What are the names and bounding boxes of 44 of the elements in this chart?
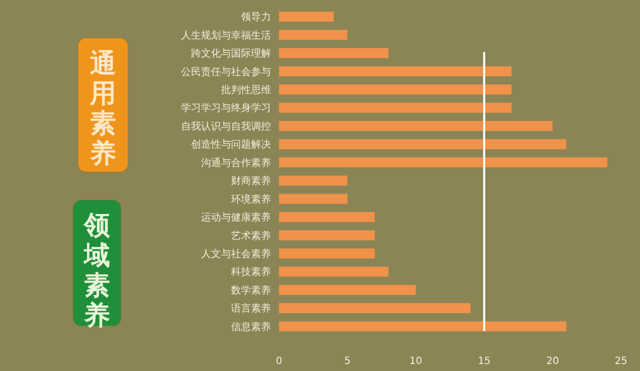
- y-tick-label: 领导力: [241, 11, 271, 24]
- bar: [279, 48, 388, 58]
- bar: [279, 248, 375, 258]
- y-tick-label: 创造性与问题解决: [191, 138, 271, 151]
- y-tick-label: 运动与健康素养: [201, 212, 271, 224]
- y-tick-label: 学习学习与终身学习: [181, 102, 271, 114]
- text: 通用素养: [89, 49, 116, 169]
- bar: [279, 194, 348, 204]
- bar: [279, 30, 348, 40]
- y-tick-label: 人文与社会素养: [201, 248, 271, 260]
- y-tick-label: 艺术素养: [231, 230, 271, 242]
- y-tick-label: 科技素养: [231, 266, 271, 278]
- bar: [279, 284, 416, 295]
- x-tick-label: 25: [614, 356, 628, 367]
- y-tick-label: 公民责任与社会参与: [181, 66, 271, 78]
- x-tick-label: 0: [276, 356, 282, 367]
- bar: [279, 321, 566, 332]
- bar: [279, 303, 471, 314]
- x-tick-label: 20: [546, 356, 559, 367]
- bar: [279, 230, 375, 240]
- bar: [279, 66, 512, 76]
- bar: [279, 157, 608, 168]
- y-tick-label: 自我认识与自我调控: [181, 120, 271, 132]
- y-tick-label: 数学素养: [231, 284, 271, 296]
- y-tick-label: 环境素养: [231, 193, 271, 206]
- bar: [279, 139, 566, 150]
- bar: [279, 266, 388, 277]
- x-tick-label: 10: [409, 356, 422, 367]
- bar: [279, 212, 375, 222]
- y-tick-label: 信息素养: [231, 320, 271, 333]
- x-tick-label: 15: [478, 356, 491, 367]
- bar: [279, 120, 553, 131]
- y-tick-label: 人生规划与幸福生活: [181, 29, 271, 42]
- bar: [279, 12, 334, 22]
- y-tick-label: 财商素养: [231, 175, 271, 188]
- bar: [279, 176, 348, 186]
- y-tick-label: 沟通与合作素养: [201, 156, 271, 169]
- y-tick-label: 批判性思维: [221, 84, 271, 96]
- bar: [279, 84, 512, 95]
- bar: [279, 102, 512, 113]
- y-tick-label: 语言素养: [231, 302, 271, 315]
- text: 领域素养: [83, 211, 111, 331]
- y-tick-label: 跨文化与国际理解: [191, 48, 271, 60]
- x-tick-label: 5: [344, 356, 351, 367]
